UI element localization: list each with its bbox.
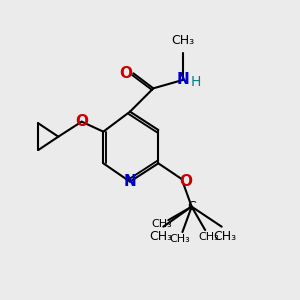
Text: CH₃: CH₃	[169, 234, 190, 244]
Text: O: O	[119, 66, 132, 81]
Text: O: O	[180, 175, 193, 190]
Text: C: C	[187, 200, 196, 213]
Text: CH₃: CH₃	[149, 230, 172, 243]
Text: O: O	[75, 114, 88, 129]
Text: CH₃: CH₃	[199, 232, 219, 242]
Text: CH₃: CH₃	[171, 34, 194, 47]
Text: N: N	[176, 73, 189, 88]
Text: N: N	[124, 174, 136, 189]
Text: H: H	[191, 75, 201, 89]
Text: CH₃: CH₃	[152, 219, 172, 229]
Text: CH₃: CH₃	[213, 230, 236, 243]
